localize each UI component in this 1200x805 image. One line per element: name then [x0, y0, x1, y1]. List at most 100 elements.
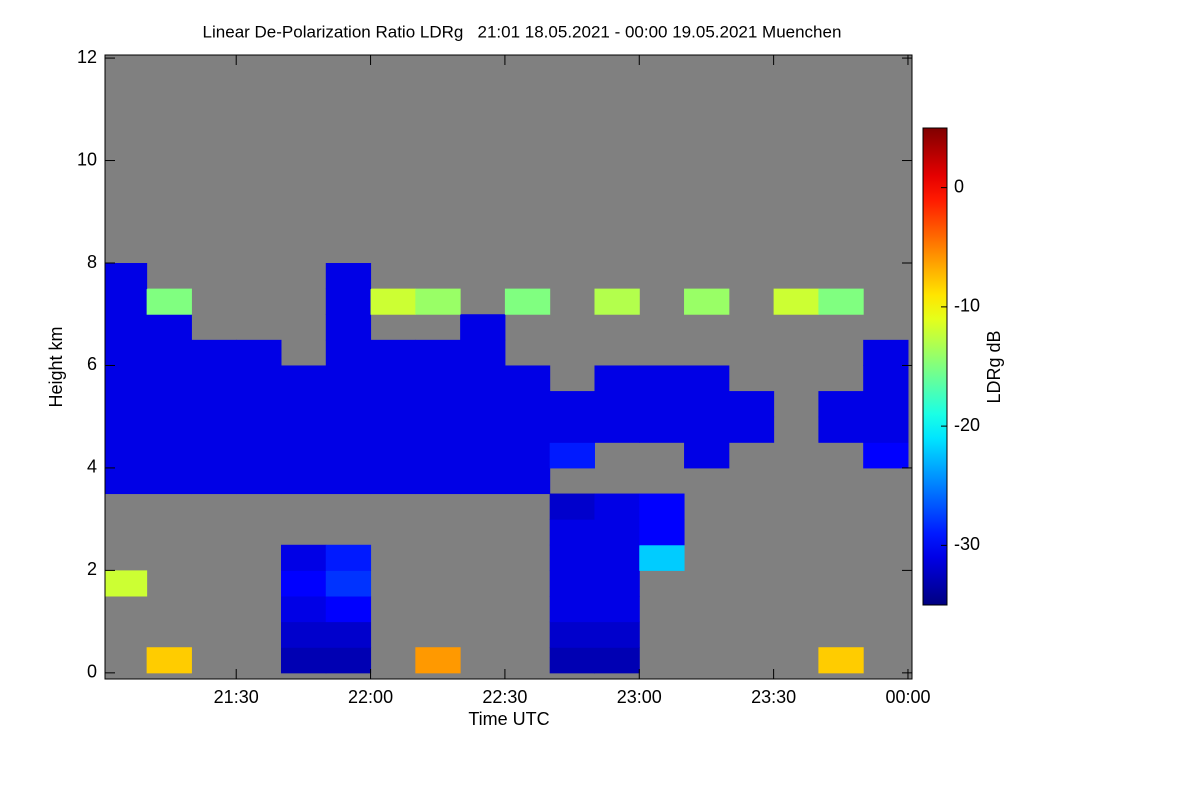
colorbar-tick-label: -10 [954, 296, 980, 316]
heatmap-cell [460, 339, 506, 366]
heatmap-cell [684, 288, 730, 315]
heatmap-cell [594, 365, 640, 392]
heatmap-cell [280, 570, 327, 597]
heatmap-cell [863, 365, 909, 392]
heatmap-cell [146, 647, 192, 674]
heatmap-cell [105, 442, 148, 469]
heatmap-cell [146, 288, 192, 315]
heatmap-cell [639, 416, 685, 443]
heatmap-cell [594, 544, 640, 571]
heatmap-cell [863, 339, 909, 366]
colorbar-tick-label: -20 [954, 415, 980, 435]
heatmap-cell [504, 365, 551, 392]
heatmap-cell [105, 288, 148, 315]
heatmap-cell [594, 647, 640, 674]
heatmap-cell [549, 621, 595, 648]
heatmap-cell [370, 339, 416, 366]
y-tick-label: 4 [87, 457, 97, 477]
x-tick-label: 22:00 [348, 687, 393, 707]
heatmap-cell [773, 288, 819, 315]
heatmap-cell [818, 288, 864, 315]
heatmap-cell [325, 596, 372, 623]
heatmap-cell [639, 391, 685, 418]
heatmap-cell [191, 365, 237, 392]
heatmap-cell [146, 442, 192, 469]
heatmap-cell [280, 416, 327, 443]
heatmap-cell [191, 416, 237, 443]
heatmap-cell [594, 493, 640, 520]
heatmap-cell [415, 442, 461, 469]
heatmap-cell [639, 519, 685, 546]
heatmap-cells [105, 263, 909, 674]
heatmap-cell [325, 263, 372, 290]
heatmap-cell [415, 288, 461, 315]
heatmap-cell [504, 467, 551, 495]
heatmap-cell [594, 570, 640, 597]
heatmap-cell [549, 416, 595, 443]
heatmap-cell [639, 365, 685, 392]
heatmap-cell [105, 263, 148, 290]
heatmap-cell [280, 442, 327, 469]
heatmap-cell [370, 442, 416, 469]
heatmap-cell [280, 621, 327, 648]
heatmap-cell [236, 391, 282, 418]
heatmap-cell [415, 647, 461, 674]
heatmap-cell [105, 365, 148, 392]
heatmap-cell [594, 391, 640, 418]
heatmap-cell [460, 467, 506, 495]
heatmap-cell [728, 416, 775, 443]
heatmap-cell [728, 391, 775, 418]
heatmap-cell [415, 365, 461, 392]
heatmap-cell [236, 339, 282, 366]
heatmap-cell [415, 467, 461, 495]
x-tick-label: 23:30 [751, 687, 796, 707]
heatmap-cell [460, 416, 506, 443]
heatmap-cell [325, 467, 372, 495]
heatmap-cell [146, 391, 192, 418]
heatmap-cell [504, 416, 551, 443]
heatmap-cell [370, 365, 416, 392]
heatmap-cell [460, 365, 506, 392]
heatmap-cell [105, 391, 148, 418]
heatmap-cell [105, 339, 148, 366]
plot-frame [104, 54, 913, 680]
heatmap-cell [863, 416, 909, 443]
heatmap-cell [325, 339, 372, 366]
heatmap-cell [549, 570, 595, 597]
heatmap-cell [549, 442, 595, 469]
heatmap-cell [236, 442, 282, 469]
colorbar-label: LDRg dB [984, 330, 1004, 403]
heatmap-cell [415, 416, 461, 443]
heatmap-cell [236, 416, 282, 443]
heatmap-cell [460, 442, 506, 469]
heatmap-cell [370, 467, 416, 495]
heatmap-cell [639, 544, 685, 571]
heatmap-cell [105, 570, 148, 597]
heatmap-cell [280, 544, 327, 571]
heatmap-cell [325, 416, 372, 443]
x-tick-label: 00:00 [885, 687, 930, 707]
heatmap-cell [594, 288, 640, 315]
heatmap-cell [684, 365, 730, 392]
heatmap-cell [460, 391, 506, 418]
heatmap-cell [370, 288, 416, 315]
heatmap-cell [280, 391, 327, 418]
heatmap-cell [549, 596, 595, 623]
heatmap-cell [639, 493, 685, 520]
heatmap-cell [594, 596, 640, 623]
heatmap-cell [325, 314, 372, 341]
heatmap-cell [415, 339, 461, 366]
y-tick-label: 10 [77, 149, 97, 169]
heatmap-cell [504, 288, 551, 315]
heatmap-cell [280, 365, 327, 392]
y-tick-label: 12 [77, 47, 97, 67]
heatmap-cell [325, 442, 372, 469]
heatmap-cell [370, 391, 416, 418]
heatmap-cell [504, 391, 551, 418]
heatmap-cell [325, 391, 372, 418]
heatmap-cell [191, 339, 237, 366]
y-tick-label: 2 [87, 559, 97, 579]
heatmap-cell [325, 570, 372, 597]
y-axis-label: Height km [46, 326, 66, 407]
y-tick-label: 6 [87, 354, 97, 374]
